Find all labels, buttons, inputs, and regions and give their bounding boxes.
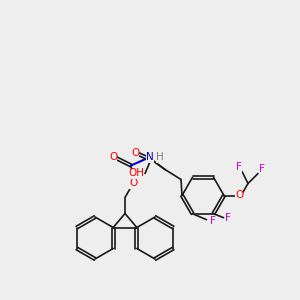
Text: O: O	[131, 148, 139, 158]
Text: N: N	[146, 152, 154, 163]
Text: F: F	[210, 216, 215, 226]
Text: O: O	[235, 190, 243, 200]
Text: H: H	[156, 152, 164, 163]
Text: F: F	[236, 163, 242, 172]
Text: O: O	[109, 152, 117, 163]
Text: O: O	[129, 178, 137, 188]
Text: F: F	[259, 164, 265, 175]
Text: OH: OH	[128, 169, 144, 178]
Text: F: F	[225, 213, 230, 223]
